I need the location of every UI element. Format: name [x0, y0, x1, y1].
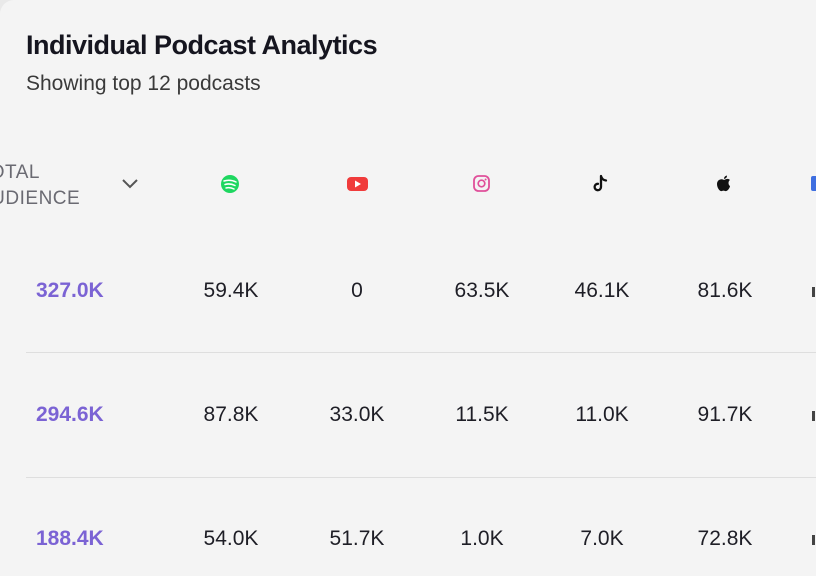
partial-cell — [812, 535, 815, 545]
platform-value: 7.0K — [580, 527, 624, 550]
youtube-icon — [347, 177, 368, 191]
subtitle: Showing top 12 podcasts — [26, 72, 261, 95]
platform-value: 91.7K — [697, 403, 753, 426]
total-audience: 294.6K — [36, 403, 104, 426]
platform-value: 87.8K — [203, 403, 259, 426]
apple-icon — [717, 175, 730, 192]
row-divider — [26, 352, 816, 353]
platform-value: 54.0K — [203, 527, 259, 550]
platform-value: 33.0K — [329, 403, 385, 426]
platform-value: 11.5K — [455, 403, 509, 426]
partial-icon — [811, 176, 816, 191]
total-audience: 327.0K — [36, 279, 104, 302]
sort-chevron[interactable] — [122, 179, 138, 189]
platform-value: 46.1K — [574, 279, 630, 302]
tiktok-icon — [593, 174, 608, 192]
platform-value: 1.0K — [460, 527, 504, 550]
header-icons — [122, 174, 816, 193]
column-header[interactable]: TOTAL AUDIENCE — [0, 162, 81, 209]
platform-value: 81.6K — [697, 279, 753, 302]
platform-value: 72.8K — [697, 527, 753, 550]
instagram-icon — [473, 175, 490, 192]
title: Individual Podcast Analytics — [26, 30, 378, 60]
sort-header[interactable]: TOTAL AUDIENCE — [0, 160, 116, 212]
total-audience: 188.4K — [36, 527, 104, 550]
platform-value: 63.5K — [454, 279, 510, 302]
platform-value: 51.7K — [329, 527, 385, 550]
platform-value: 11.0K — [575, 403, 629, 426]
row-divider — [26, 477, 816, 478]
platform-value: 0 — [351, 279, 363, 302]
platform-value: 59.4K — [203, 279, 259, 302]
partial-cell — [812, 287, 815, 297]
partial-cell — [812, 411, 815, 421]
spotify-icon — [221, 175, 239, 193]
